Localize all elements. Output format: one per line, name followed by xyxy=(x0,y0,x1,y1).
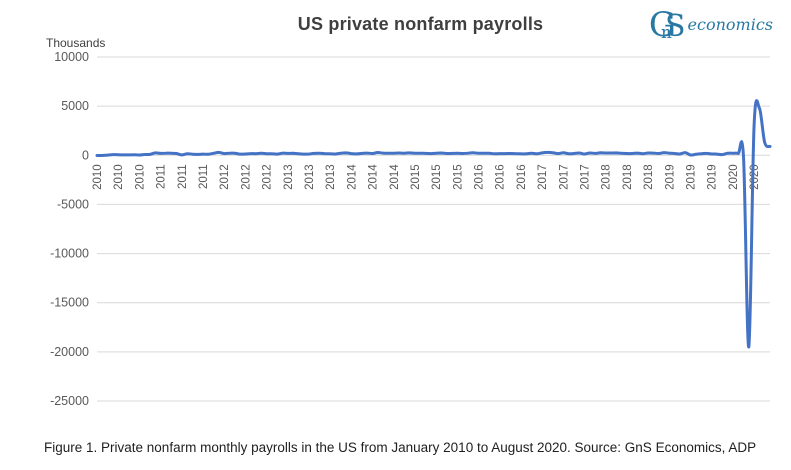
x-axis-tick-label: 2010 xyxy=(92,164,104,190)
y-axis-tick-label: 10000 xyxy=(54,50,89,64)
x-axis-tick-label: 2015 xyxy=(431,164,443,190)
x-axis-tick-label: 2020 xyxy=(728,164,740,190)
x-axis-tick-label: 2016 xyxy=(474,164,486,190)
x-axis-tick-label: 2014 xyxy=(346,164,358,190)
y-axis-tick-label: -15000 xyxy=(50,296,89,310)
chart-title: US private nonfarm payrolls xyxy=(297,14,544,34)
gns-economics-logo: GnS economics xyxy=(649,8,773,42)
x-axis-tick-label: 2013 xyxy=(283,164,295,190)
x-axis-tick-label: 2016 xyxy=(516,164,528,190)
x-axis-tick-label: 2017 xyxy=(558,164,570,190)
x-axis-tick-label: 2016 xyxy=(495,164,507,190)
x-axis-tick-label: 2012 xyxy=(219,164,231,190)
x-axis-tick-label: 2018 xyxy=(622,164,634,190)
x-axis-tick-label: 2020 xyxy=(749,164,761,190)
payrolls-line-chart: 10000 5000 0 -5000 -10000 -15000 -20000 -25000 2… xyxy=(50,50,772,408)
x-axis-tick-label: 2017 xyxy=(580,164,592,190)
x-axis-tick-label: 2011 xyxy=(198,164,210,189)
y-axis-tick-label: 5000 xyxy=(61,99,89,113)
y-axis-tick-label: -20000 xyxy=(50,345,89,359)
x-axis-tick-label: 2014 xyxy=(389,164,401,190)
y-axis-tick-label: -10000 xyxy=(50,247,89,261)
x-axis-tick-label: 2019 xyxy=(664,164,676,190)
figure-caption: Figure 1. Private nonfarm monthly payrol… xyxy=(44,440,757,455)
x-axis-tick-label: 2018 xyxy=(601,164,613,190)
x-axis-tick-label: 2019 xyxy=(686,164,698,190)
x-axis-tick-label: 2011 xyxy=(177,164,189,189)
y-axis-units-label: Thousands xyxy=(46,36,106,50)
x-axis-tick-label: 2013 xyxy=(325,164,337,190)
y-axis-tick-label: -25000 xyxy=(50,394,89,408)
x-axis-tick-label: 2015 xyxy=(452,164,464,190)
x-axis-tick-label: 2012 xyxy=(240,164,252,190)
x-axis-tick-label: 2011 xyxy=(156,164,168,189)
x-axis-tick-label: 2018 xyxy=(643,164,655,190)
x-axis-tick-label: 2014 xyxy=(368,164,380,190)
logo-letter-g: G xyxy=(648,5,677,45)
logo-letter-s: S xyxy=(664,9,686,44)
logo-wordmark: economics xyxy=(687,15,773,34)
y-axis-tick-label: -5000 xyxy=(57,197,89,211)
logo-letter-n: n xyxy=(661,23,672,43)
x-axis-tick-label: 2019 xyxy=(707,164,719,190)
x-axis-tick-label: 2017 xyxy=(537,164,549,190)
payrolls-series-line xyxy=(95,99,772,349)
x-axis-tick-label: 2013 xyxy=(304,164,316,190)
y-axis-tick-label: 0 xyxy=(82,148,89,162)
x-axis-tick-label: 2012 xyxy=(262,164,274,190)
x-axis-tick-label: 2010 xyxy=(113,164,125,190)
x-axis-tick-label: 2010 xyxy=(134,164,146,190)
x-axis-tick-label: 2015 xyxy=(410,164,422,190)
